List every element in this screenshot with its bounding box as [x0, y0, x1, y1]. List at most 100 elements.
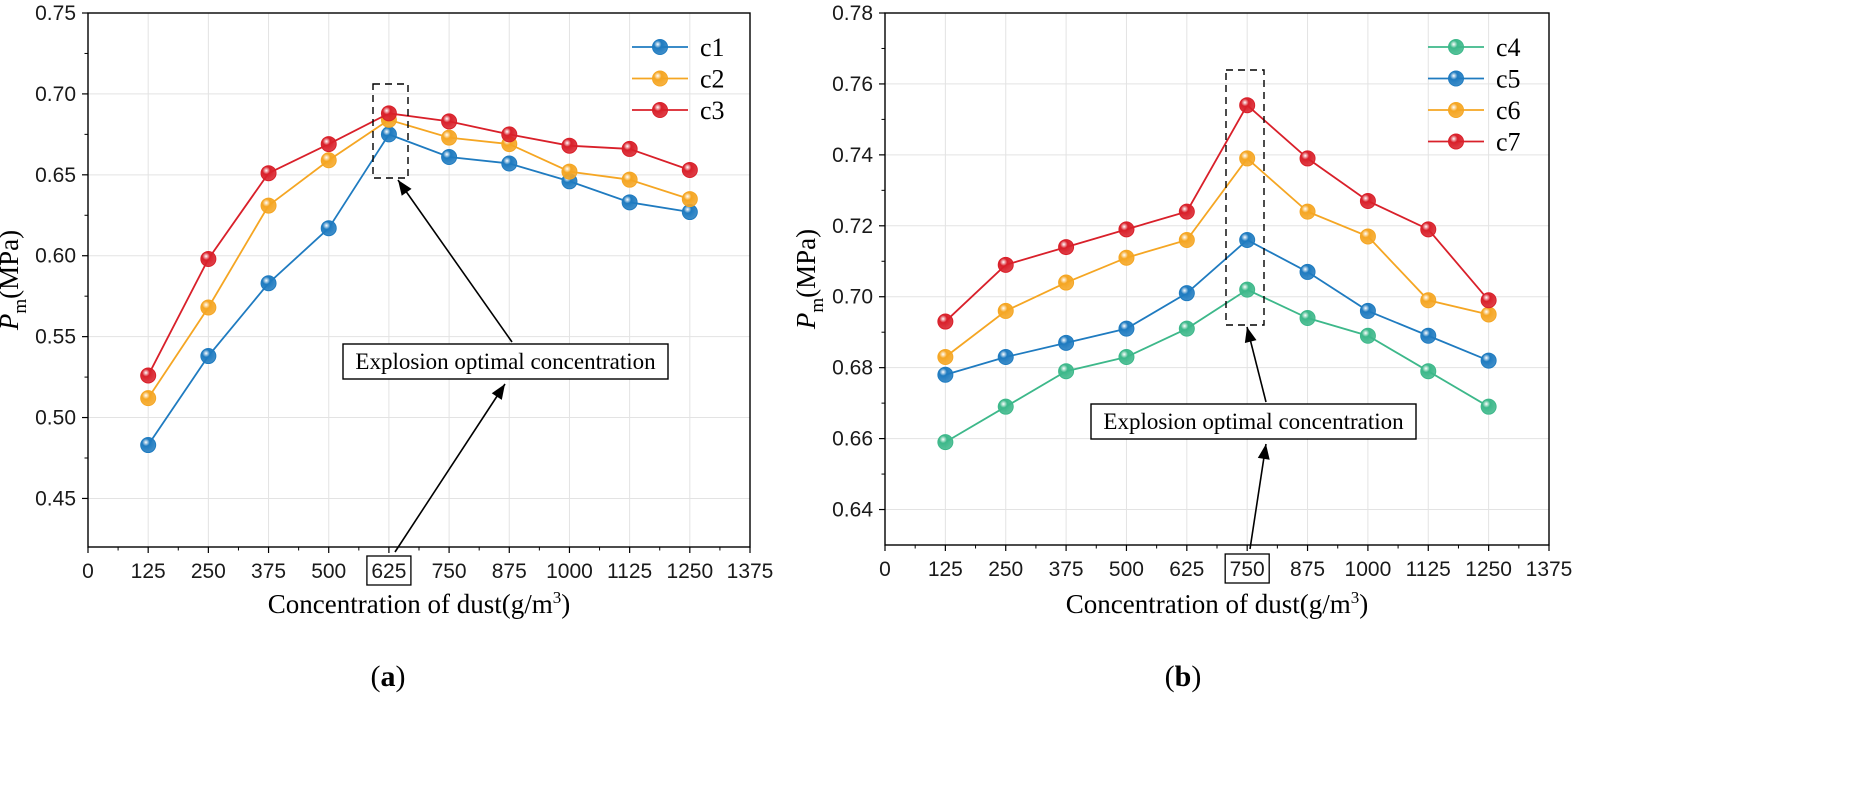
x-tick-label: 0 [879, 558, 891, 581]
data-point-c4 [1118, 349, 1135, 366]
data-point-c3 [380, 105, 397, 122]
y-tick-label: 0.64 [832, 499, 873, 522]
legend-label-c3: c3 [700, 96, 725, 125]
x-tick-label: 250 [191, 560, 226, 583]
data-point-c7 [1359, 192, 1376, 209]
data-point-c3 [260, 165, 277, 182]
series-c6 [937, 150, 1497, 366]
y-tick-label: 0.66 [832, 428, 873, 451]
data-point-c7 [1420, 221, 1437, 238]
data-point-c6 [1420, 292, 1437, 309]
x-tick-label: 875 [492, 560, 527, 583]
grid-lines [885, 13, 1549, 545]
data-point-c4 [937, 434, 954, 451]
data-point-c5 [1118, 320, 1135, 337]
annotation-arrow-line [397, 179, 513, 343]
data-point-c3 [501, 126, 518, 143]
x-tick-label: 125 [131, 560, 166, 583]
annotation-arrow-head [1244, 327, 1257, 344]
x-axis-title: Concentration of dust(g/m3) [1066, 588, 1368, 619]
highlighted-tick-box [366, 555, 412, 586]
y-tick-label: 0.65 [35, 164, 76, 187]
data-point-c3 [621, 140, 638, 157]
plot-frame [884, 12, 1550, 546]
optimal-concentration-box [1225, 69, 1265, 326]
panel-label: (a) [371, 660, 406, 693]
data-point-c6 [1118, 249, 1135, 266]
y-axis-ticks: 0.45 0.50 0.55 0.60 0.65 0.70 0.75 [35, 2, 88, 510]
data-point-c6 [1058, 274, 1075, 291]
data-point-c6 [997, 302, 1014, 319]
x-tick-label: 500 [1109, 558, 1144, 581]
annotation-arrow-line [1249, 443, 1267, 550]
x-tick-label: 0 [82, 560, 94, 583]
x-tick-label: 625 [371, 560, 406, 583]
data-point-c1 [320, 220, 337, 237]
data-point-c2 [320, 152, 337, 169]
highlighted-tick-box [1224, 553, 1270, 584]
series-line-c2 [147, 118, 691, 399]
series-line-c5 [945, 238, 1489, 376]
annotation-box [342, 343, 669, 380]
annotation-arrow-line [394, 383, 506, 553]
legend-marker-c7 [1448, 133, 1464, 150]
data-point-c4 [1299, 310, 1316, 327]
data-point-c6 [1299, 203, 1316, 220]
x-axis-title: Concentration of dust(g/m3) [268, 588, 570, 619]
x-tick-label: 500 [311, 560, 346, 583]
data-point-c1 [501, 155, 518, 172]
legend-marker-c3 [652, 102, 668, 118]
x-tick-label: 1250 [1465, 558, 1512, 581]
grid-lines [88, 13, 750, 547]
data-point-c7 [1178, 203, 1195, 220]
data-point-c7 [1118, 221, 1135, 238]
series-line-c6 [944, 157, 1489, 358]
data-point-c3 [561, 137, 578, 154]
y-tick-label: 0.76 [832, 73, 873, 96]
data-point-c5 [1239, 231, 1256, 248]
legend-label-c7: c7 [1496, 128, 1521, 157]
data-point-c6 [937, 349, 954, 366]
x-tick-label: 125 [928, 558, 963, 581]
panel-label: (b) [1165, 660, 1202, 693]
annotation-arrow-head [1257, 444, 1270, 460]
data-point-c7 [1299, 150, 1316, 167]
data-point-c7 [937, 313, 954, 330]
plot-frame [87, 12, 751, 548]
data-point-c4 [1359, 327, 1376, 344]
x-tick-label: 750 [1230, 558, 1265, 581]
series-c7 [937, 97, 1497, 330]
annotation: Explosion optimal concentration [342, 179, 669, 553]
x-tick-label: 1000 [546, 560, 593, 583]
y-tick-label: 0.70 [35, 83, 76, 106]
data-point-c4 [1420, 363, 1437, 380]
data-point-c4 [1058, 363, 1075, 380]
series-c1 [140, 126, 698, 454]
x-tick-label: 1375 [1526, 558, 1573, 581]
data-point-c2 [621, 171, 638, 188]
annotation-box [1090, 403, 1417, 440]
data-point-c7 [1058, 239, 1075, 256]
y-tick-label: 0.72 [832, 215, 873, 238]
legend-label-c5: c5 [1496, 65, 1521, 94]
x-tick-label: 750 [432, 560, 467, 583]
y-tick-label: 0.75 [35, 2, 76, 25]
y-tick-label: 0.78 [832, 2, 873, 25]
data-point-c5 [1480, 352, 1497, 369]
data-point-c6 [1480, 306, 1497, 323]
series-line-c4 [944, 288, 1490, 443]
y-axis-ticks: 0.64 0.66 0.68 0.70 0.72 0.74 0.76 0.78 [832, 2, 885, 522]
legend-label-c1: c1 [700, 33, 725, 62]
x-tick-label: 375 [1049, 558, 1084, 581]
data-point-c1 [140, 437, 157, 454]
series-line-c1 [147, 133, 690, 446]
series-c3 [140, 105, 698, 384]
data-point-c7 [1480, 292, 1497, 309]
series-line-c3 [147, 112, 691, 376]
legend-marker-c2 [652, 70, 668, 87]
chart-panel-a: 0 125 250 375 500 625 750 875 1000 1125 1250 1375 0.… [0, 2, 773, 693]
x-tick-label: 1125 [1406, 558, 1451, 581]
annotation-arrow-head [491, 384, 505, 400]
legend-label-c2: c2 [700, 65, 725, 94]
